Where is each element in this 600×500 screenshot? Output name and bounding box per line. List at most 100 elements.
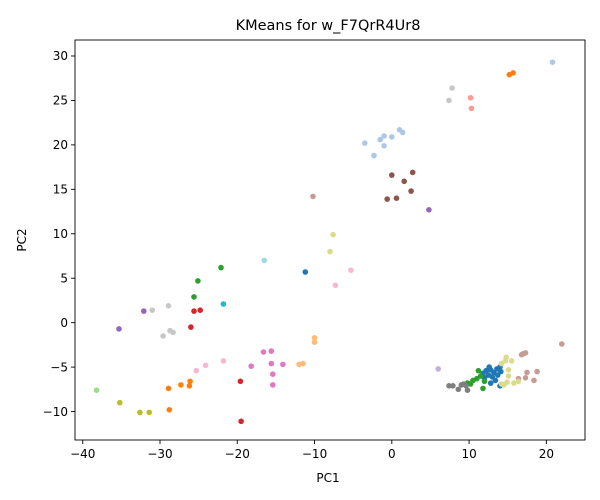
data-point-cluster-8-1 bbox=[141, 308, 147, 314]
data-point-cluster-1-7 bbox=[381, 143, 387, 149]
data-point-cluster-10-3 bbox=[408, 188, 414, 194]
data-point-cluster-7-0 bbox=[467, 95, 474, 101]
data-point-cluster-4-10 bbox=[481, 378, 488, 385]
data-point-cluster-12-2 bbox=[268, 360, 275, 367]
data-point-cluster-8-0 bbox=[116, 326, 122, 332]
data-point-cluster-2-6 bbox=[166, 407, 173, 413]
data-point-cluster-14-2 bbox=[455, 386, 462, 393]
data-point-cluster-4-5 bbox=[474, 375, 480, 382]
y-tick-label: 15 bbox=[53, 183, 68, 197]
data-point-cluster-12-1 bbox=[268, 348, 275, 354]
data-point-cluster-6-4 bbox=[238, 418, 244, 425]
data-point-cluster-0-9 bbox=[487, 380, 494, 386]
data-point-cluster-13-0 bbox=[220, 358, 227, 364]
data-point-cluster-14-0 bbox=[446, 383, 452, 389]
data-point-cluster-6-1 bbox=[197, 307, 203, 314]
data-point-cluster-4-9 bbox=[480, 385, 486, 392]
data-point-cluster-15-1 bbox=[149, 307, 156, 314]
data-point-cluster-1-6 bbox=[362, 140, 368, 146]
y-tick-label: 5 bbox=[60, 271, 68, 285]
y-tick-label: 20 bbox=[53, 138, 68, 152]
data-point-cluster-11-0 bbox=[310, 193, 316, 200]
data-point-cluster-11-5 bbox=[522, 375, 529, 381]
data-point-cluster-17-1 bbox=[327, 248, 333, 255]
data-point-cluster-19-0 bbox=[261, 257, 268, 264]
data-point-cluster-17-2 bbox=[498, 360, 505, 367]
data-point-cluster-17-4 bbox=[505, 367, 512, 373]
data-point-cluster-13-2 bbox=[193, 367, 200, 374]
data-point-cluster-0-12 bbox=[302, 269, 309, 275]
x-tick-label: 10 bbox=[461, 447, 476, 461]
y-tick-label: 30 bbox=[53, 49, 68, 63]
x-tick-label: −40 bbox=[70, 447, 95, 461]
data-point-cluster-13-4 bbox=[332, 282, 339, 289]
data-point-cluster-16-1 bbox=[137, 409, 143, 416]
y-tick-label: −5 bbox=[50, 360, 68, 374]
data-point-cluster-11-7 bbox=[559, 341, 565, 347]
data-point-cluster-7-1 bbox=[468, 105, 475, 112]
data-point-cluster-3-0 bbox=[311, 335, 318, 341]
data-point-cluster-2-4 bbox=[186, 383, 193, 389]
data-point-cluster-2-3 bbox=[187, 378, 193, 385]
data-point-cluster-17-8 bbox=[515, 378, 522, 385]
data-point-cluster-12-6 bbox=[248, 363, 254, 370]
x-tick-label: −10 bbox=[302, 447, 327, 461]
data-point-cluster-15-4 bbox=[160, 333, 166, 339]
y-tick-label: 10 bbox=[53, 227, 68, 241]
data-point-cluster-15-5 bbox=[449, 85, 455, 91]
data-point-cluster-17-11 bbox=[508, 358, 515, 364]
data-point-cluster-8-2 bbox=[426, 207, 432, 213]
data-point-cluster-12-4 bbox=[270, 371, 276, 378]
data-point-cluster-0-14 bbox=[486, 364, 493, 370]
y-tick-label: −10 bbox=[43, 405, 68, 419]
data-point-cluster-11-9 bbox=[520, 351, 526, 357]
data-point-cluster-16-2 bbox=[146, 409, 152, 416]
data-point-cluster-2-1 bbox=[510, 70, 516, 76]
data-point-cluster-11-4 bbox=[524, 369, 530, 376]
data-point-cluster-17-12 bbox=[503, 354, 510, 361]
data-point-cluster-12-5 bbox=[270, 382, 276, 388]
data-point-cluster-13-1 bbox=[202, 362, 209, 369]
data-point-cluster-1-4 bbox=[399, 129, 406, 136]
data-point-cluster-4-7 bbox=[475, 367, 482, 374]
data-point-cluster-1-8 bbox=[549, 59, 556, 65]
y-tick-label: 0 bbox=[60, 316, 68, 330]
data-point-cluster-1-0 bbox=[377, 136, 384, 143]
data-point-cluster-10-0 bbox=[389, 172, 395, 178]
data-point-cluster-10-4 bbox=[384, 196, 391, 202]
data-point-cluster-9-0 bbox=[435, 366, 442, 372]
data-point-cluster-6-0 bbox=[191, 308, 197, 314]
data-point-cluster-12-0 bbox=[260, 349, 267, 355]
data-point-cluster-4-6 bbox=[477, 373, 484, 379]
data-point-cluster-4-1 bbox=[191, 294, 197, 300]
plot-frame bbox=[74, 39, 586, 441]
data-point-cluster-4-8 bbox=[467, 381, 474, 387]
data-point-cluster-17-10 bbox=[498, 381, 505, 387]
data-point-cluster-11-3 bbox=[534, 368, 540, 375]
data-point-cluster-17-0 bbox=[330, 231, 336, 238]
data-point-cluster-12-3 bbox=[280, 361, 286, 368]
data-point-cluster-15-0 bbox=[165, 303, 172, 309]
data-point-cluster-6-2 bbox=[188, 324, 194, 330]
data-point-cluster-3-3 bbox=[300, 360, 306, 367]
scatter-points bbox=[93, 59, 565, 425]
data-point-cluster-6-3 bbox=[237, 378, 244, 385]
data-point-cluster-13-3 bbox=[348, 267, 354, 274]
axes: −40 −30 −20 −10 0 10 20 −10 −5 0 5 10 15 20 25 30 bbox=[43, 39, 586, 461]
data-point-cluster-4-0 bbox=[195, 278, 201, 284]
data-point-cluster-2-2 bbox=[178, 382, 184, 388]
data-point-cluster-4-2 bbox=[218, 264, 224, 271]
y-tick-label: 25 bbox=[53, 94, 68, 108]
data-point-cluster-0-8 bbox=[492, 377, 499, 384]
data-point-cluster-2-5 bbox=[165, 385, 172, 392]
data-point-cluster-15-6 bbox=[446, 97, 452, 104]
data-point-cluster-17-7 bbox=[511, 380, 517, 386]
data-point-cluster-0-15 bbox=[494, 372, 501, 378]
data-point-cluster-16-0 bbox=[117, 399, 123, 406]
data-point-cluster-3-1 bbox=[311, 339, 318, 346]
chart-title: KMeans for w_F7QrR4Ur8 bbox=[236, 18, 421, 34]
data-point-cluster-1-2 bbox=[389, 134, 395, 140]
data-point-cluster-5-0 bbox=[93, 387, 100, 394]
